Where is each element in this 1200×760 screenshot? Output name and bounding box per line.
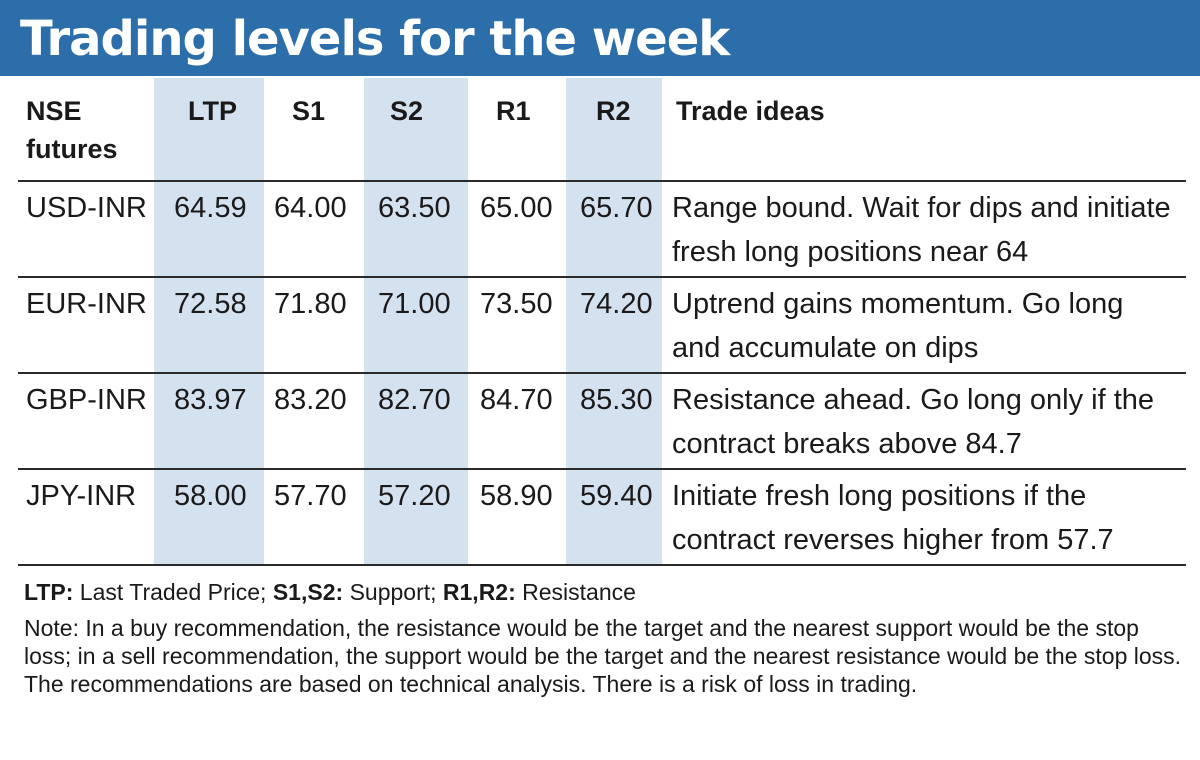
title-banner: Trading levels for the week bbox=[0, 0, 1200, 76]
col-header-s1: S1 bbox=[292, 96, 326, 126]
row-usd-inr-r2: 65.70 bbox=[580, 192, 653, 224]
row-jpy-inr-name: JPY-INR bbox=[26, 480, 137, 512]
abbreviation-legend: LTP: Last Traded Price; S1,S2: Support; … bbox=[24, 578, 1184, 606]
row-jpy-inr-s1: 57.70 bbox=[274, 480, 347, 512]
row-divider bbox=[18, 372, 1186, 374]
s2-column-shade bbox=[364, 78, 468, 564]
footnotes: LTP: Last Traded Price; S1,S2: Support; … bbox=[24, 578, 1184, 698]
page-title: Trading levels for the week bbox=[20, 11, 730, 67]
col-header-nse-futures: NSE futures bbox=[26, 96, 118, 164]
legend-ltp-key: LTP: bbox=[24, 579, 74, 605]
r2-column-shade bbox=[566, 78, 662, 564]
row-eur-inr-r1: 73.50 bbox=[480, 288, 553, 320]
disclaimer-note: Note: In a buy recommendation, the resis… bbox=[24, 615, 1182, 697]
row-jpy-inr-s2: 57.20 bbox=[378, 480, 451, 512]
legend-r-text: Resistance bbox=[522, 579, 636, 605]
row-gbp-inr-s1: 83.20 bbox=[274, 384, 347, 416]
row-gbp-inr-ltp: 83.97 bbox=[174, 384, 247, 416]
row-eur-inr-name: EUR-INR bbox=[26, 288, 147, 320]
row-gbp-inr-r1: 84.70 bbox=[480, 384, 553, 416]
col-header-ltp: LTP bbox=[188, 96, 237, 126]
row-usd-inr-s2: 63.50 bbox=[378, 192, 451, 224]
row-eur-inr-s2: 71.00 bbox=[378, 288, 451, 320]
col-header-trade-ideas: Trade ideas bbox=[676, 96, 825, 126]
row-eur-inr-idea: Uptrend gains momentum. Go long and accu… bbox=[672, 288, 1124, 364]
legend-s-text: Support; bbox=[349, 579, 437, 605]
col-header-r1: R1 bbox=[496, 96, 531, 126]
trading-levels-table: NSE futures LTP S1 S2 R1 R2 Trade ideas … bbox=[18, 78, 1186, 568]
row-usd-inr-name: USD-INR bbox=[26, 192, 147, 224]
legend-ltp-text: Last Traded Price; bbox=[79, 579, 267, 605]
row-usd-inr-idea: Range bound. Wait for dips and initiate … bbox=[672, 192, 1171, 268]
row-eur-inr-s1: 71.80 bbox=[274, 288, 347, 320]
table-bottom-rule bbox=[18, 564, 1186, 566]
row-gbp-inr-idea: Resistance ahead. Go long only if the co… bbox=[672, 384, 1155, 460]
row-jpy-inr-r1: 58.90 bbox=[480, 480, 553, 512]
ltp-column-shade bbox=[154, 78, 264, 564]
row-eur-inr-r2: 74.20 bbox=[580, 288, 653, 320]
col-header-r2: R2 bbox=[596, 96, 631, 126]
row-jpy-inr-ltp: 58.00 bbox=[174, 480, 247, 512]
row-divider bbox=[18, 180, 1186, 182]
row-usd-inr-r1: 65.00 bbox=[480, 192, 553, 224]
row-gbp-inr-name: GBP-INR bbox=[26, 384, 147, 416]
legend-s-key: S1,S2: bbox=[272, 579, 344, 605]
col-header-s2: S2 bbox=[390, 96, 424, 126]
legend-r-key: R1,R2: bbox=[442, 579, 516, 605]
row-gbp-inr-s2: 82.70 bbox=[378, 384, 451, 416]
row-divider bbox=[18, 276, 1186, 278]
row-divider bbox=[18, 468, 1186, 470]
row-jpy-inr-r2: 59.40 bbox=[580, 480, 653, 512]
row-eur-inr-ltp: 72.58 bbox=[174, 288, 247, 320]
row-usd-inr-s1: 64.00 bbox=[274, 192, 347, 224]
row-usd-inr-ltp: 64.59 bbox=[174, 192, 247, 224]
row-gbp-inr-r2: 85.30 bbox=[580, 384, 653, 416]
row-jpy-inr-idea: Initiate fresh long positions if the con… bbox=[672, 480, 1114, 556]
